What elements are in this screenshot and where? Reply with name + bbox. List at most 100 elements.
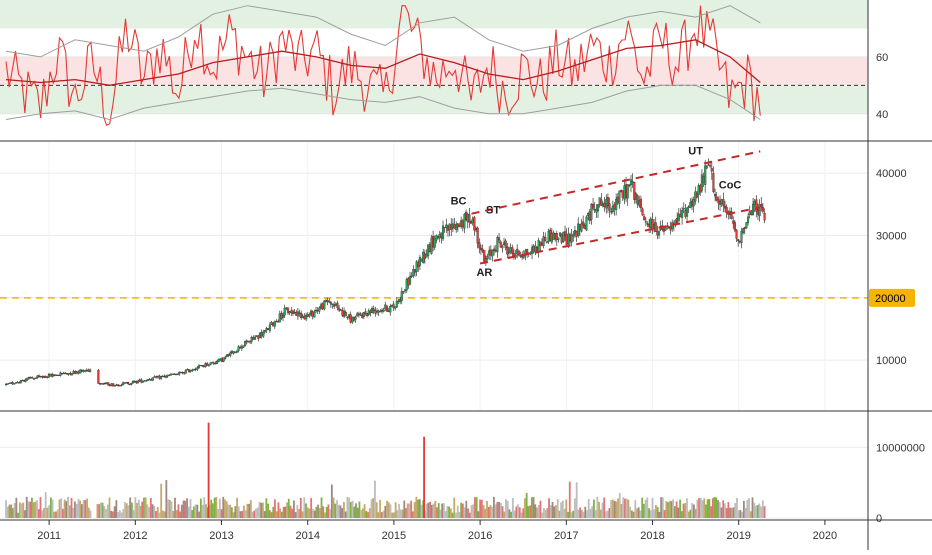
candle bbox=[46, 376, 49, 379]
candle bbox=[103, 382, 107, 385]
time-label-2012: 2012 bbox=[123, 530, 147, 542]
candle-body bbox=[611, 205, 614, 212]
candle-body bbox=[4, 384, 8, 386]
volume-bar bbox=[65, 501, 68, 518]
volume-bar bbox=[586, 510, 588, 518]
candle bbox=[286, 307, 290, 315]
candle bbox=[273, 320, 276, 329]
candle bbox=[758, 199, 761, 222]
candle-body bbox=[379, 311, 382, 313]
candle bbox=[600, 192, 603, 207]
rsi-band-2 bbox=[0, 85, 868, 114]
volume-bar bbox=[579, 507, 582, 518]
volume-bar bbox=[718, 501, 721, 518]
candle bbox=[412, 265, 415, 279]
volume-bar bbox=[717, 500, 719, 518]
candle bbox=[169, 373, 172, 376]
volume-bar bbox=[62, 508, 64, 518]
candle bbox=[639, 195, 642, 213]
candle bbox=[338, 305, 341, 312]
volume-bar bbox=[437, 503, 440, 518]
candle-body bbox=[760, 204, 763, 207]
volume-bar bbox=[411, 511, 414, 518]
rsi-lines bbox=[5, 5, 761, 126]
candle bbox=[318, 306, 321, 314]
volume-bar bbox=[751, 497, 754, 518]
volume-bar bbox=[646, 497, 649, 518]
candle-body bbox=[610, 211, 613, 213]
time-label-2018: 2018 bbox=[640, 530, 664, 542]
candle bbox=[31, 376, 34, 379]
volume-bar bbox=[8, 504, 11, 518]
volume-bar bbox=[68, 505, 71, 518]
candlesticks bbox=[4, 158, 766, 387]
volume-bar bbox=[248, 503, 251, 518]
candle-body bbox=[496, 237, 499, 253]
candle bbox=[486, 253, 489, 261]
volume-bar bbox=[141, 501, 144, 518]
volume-bar bbox=[146, 504, 149, 518]
candle bbox=[400, 287, 403, 305]
volume-bar bbox=[480, 499, 483, 518]
volume-bar bbox=[642, 503, 645, 518]
volume-bar bbox=[556, 499, 559, 518]
candle bbox=[97, 369, 100, 384]
volume-bar bbox=[136, 502, 138, 518]
volume-bar bbox=[610, 499, 613, 518]
rsi-upper-band-line bbox=[5, 5, 761, 58]
volume-bar bbox=[515, 506, 518, 518]
volume-bar bbox=[174, 497, 176, 518]
candle-body bbox=[244, 341, 247, 346]
volume-bar bbox=[108, 497, 111, 518]
candle-body bbox=[555, 233, 558, 241]
volume-bar bbox=[572, 510, 575, 518]
candle bbox=[130, 382, 133, 386]
volume-bar bbox=[360, 509, 363, 518]
candle bbox=[245, 339, 248, 345]
candle bbox=[644, 217, 647, 227]
candle-body bbox=[6, 383, 9, 385]
candle-body bbox=[491, 250, 494, 257]
volume-bar bbox=[599, 509, 602, 518]
candle-body bbox=[657, 231, 661, 236]
volume-bar bbox=[267, 503, 269, 518]
candle bbox=[217, 358, 220, 362]
candle bbox=[582, 215, 585, 229]
volume-bar bbox=[384, 505, 387, 518]
candle bbox=[209, 362, 212, 366]
candle bbox=[44, 375, 47, 379]
candle-body bbox=[717, 199, 720, 204]
volume-bar bbox=[458, 511, 461, 518]
volume-bar bbox=[446, 506, 449, 518]
candle bbox=[704, 160, 707, 193]
volume-bar bbox=[651, 497, 654, 518]
time-label-2019: 2019 bbox=[726, 530, 750, 542]
volume-bar bbox=[344, 511, 347, 518]
candle-body bbox=[13, 383, 16, 385]
candle bbox=[362, 312, 365, 319]
candle-body bbox=[639, 198, 642, 209]
volume-bar bbox=[13, 503, 16, 518]
volume-bar bbox=[329, 508, 332, 518]
candle-body bbox=[155, 376, 158, 378]
candle bbox=[610, 207, 613, 215]
candle-body bbox=[141, 380, 144, 383]
candle-body bbox=[209, 362, 212, 366]
volume-bar bbox=[275, 511, 278, 518]
candle bbox=[242, 345, 245, 349]
candle-body bbox=[580, 223, 583, 232]
candle bbox=[740, 227, 743, 249]
candle bbox=[394, 306, 397, 311]
volume-bar bbox=[158, 512, 161, 518]
volume-bar bbox=[227, 504, 230, 518]
candle-body bbox=[262, 331, 265, 337]
volume-bar bbox=[577, 509, 580, 518]
volume-bar bbox=[698, 498, 700, 518]
candle bbox=[646, 221, 649, 227]
annotation-ut: UT bbox=[688, 145, 703, 157]
candle-body bbox=[473, 216, 476, 231]
candle bbox=[628, 184, 631, 188]
candle bbox=[262, 329, 265, 338]
candle-body bbox=[222, 357, 225, 362]
